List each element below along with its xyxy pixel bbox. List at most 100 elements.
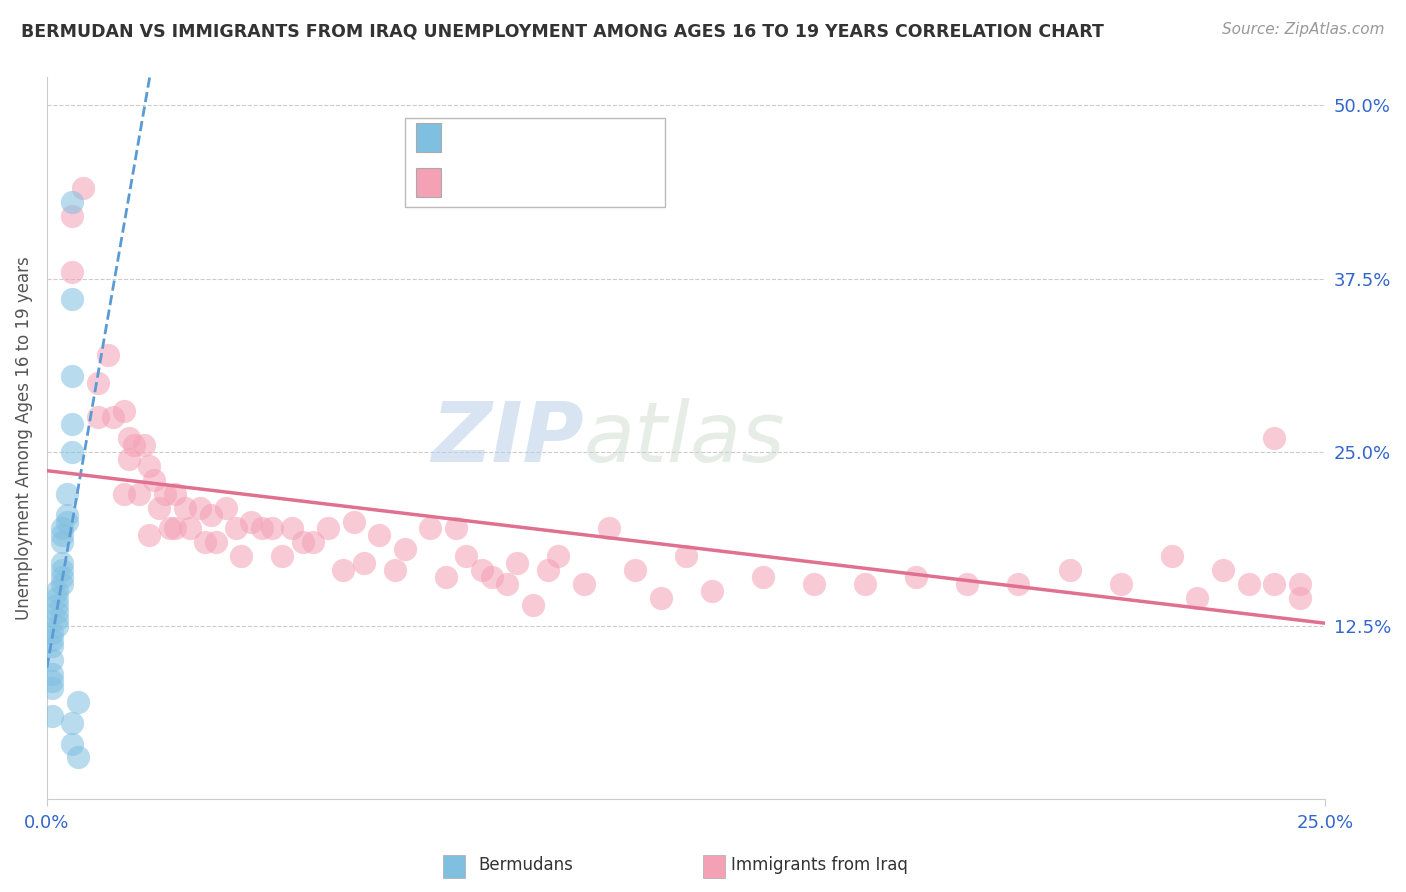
Point [547, 549, 569, 564]
Point [537, 563, 560, 577]
Point [240, 515, 263, 529]
Point [353, 556, 375, 570]
Text: ZIP: ZIP [432, 398, 583, 479]
Text: 0.005: 0.005 [482, 120, 543, 140]
Point [496, 577, 519, 591]
Text: 33: 33 [585, 120, 612, 140]
Point [1109, 577, 1132, 591]
Point [51, 528, 73, 542]
Point [1160, 549, 1182, 564]
Point [470, 563, 492, 577]
Point [174, 500, 197, 515]
Point [301, 535, 323, 549]
Point [291, 535, 314, 549]
Point [159, 521, 181, 535]
Point [163, 521, 186, 535]
Text: N =: N = [553, 120, 592, 139]
Point [281, 521, 304, 535]
Point [1288, 577, 1310, 591]
Point [51, 556, 73, 570]
Point [853, 577, 876, 591]
Point [1288, 591, 1310, 605]
Text: Immigrants from Iraq: Immigrants from Iraq [731, 855, 908, 873]
Point [46, 591, 69, 605]
Point [62, 368, 84, 383]
Point [46, 605, 69, 619]
Point [66, 695, 89, 709]
Point [46, 598, 69, 612]
Point [368, 528, 391, 542]
Point [138, 528, 160, 542]
Text: R =: R = [450, 120, 489, 139]
Point [752, 570, 775, 584]
Text: atlas: atlas [583, 398, 786, 479]
Point [118, 452, 141, 467]
Point [332, 563, 354, 577]
Point [51, 563, 73, 577]
Point [419, 521, 441, 535]
Point [153, 487, 176, 501]
Y-axis label: Unemployment Among Ages 16 to 19 years: Unemployment Among Ages 16 to 19 years [15, 256, 32, 620]
Point [444, 521, 467, 535]
Point [225, 521, 247, 535]
Text: 0.174: 0.174 [482, 165, 544, 185]
Point [231, 549, 253, 564]
Point [51, 535, 73, 549]
Point [956, 577, 979, 591]
Point [41, 632, 63, 647]
Point [46, 612, 69, 626]
Point [188, 500, 211, 515]
Point [41, 667, 63, 681]
Point [384, 563, 406, 577]
Point [522, 598, 544, 612]
Point [62, 293, 84, 307]
Point [56, 487, 79, 501]
Point [56, 515, 79, 529]
Point [46, 618, 69, 632]
Point [179, 521, 201, 535]
Text: N =: N = [553, 165, 592, 184]
Point [41, 681, 63, 695]
Point [132, 438, 155, 452]
Point [481, 570, 503, 584]
Text: BERMUDAN VS IMMIGRANTS FROM IRAQ UNEMPLOYMENT AMONG AGES 16 TO 19 YEARS CORRELAT: BERMUDAN VS IMMIGRANTS FROM IRAQ UNEMPLO… [21, 22, 1104, 40]
Text: 78: 78 [585, 165, 612, 185]
Point [122, 438, 145, 452]
Text: Source: ZipAtlas.com: Source: ZipAtlas.com [1222, 22, 1385, 37]
Point [143, 473, 166, 487]
Point [112, 487, 135, 501]
Point [905, 570, 928, 584]
Point [1263, 577, 1285, 591]
Point [138, 458, 160, 473]
Point [194, 535, 217, 549]
Point [41, 653, 63, 667]
Point [62, 417, 84, 432]
Point [128, 487, 150, 501]
Point [434, 570, 457, 584]
Point [700, 583, 723, 598]
Point [200, 508, 222, 522]
Point [87, 410, 110, 425]
Point [51, 570, 73, 584]
Point [624, 563, 647, 577]
Point [148, 500, 170, 515]
Point [103, 410, 125, 425]
Point [87, 376, 110, 390]
Point [72, 181, 94, 195]
Point [506, 556, 529, 570]
Point [343, 515, 366, 529]
Point [41, 640, 63, 654]
Point [41, 625, 63, 640]
Point [204, 535, 226, 549]
Point [271, 549, 294, 564]
Point [1059, 563, 1081, 577]
Point [572, 577, 595, 591]
Point [215, 500, 238, 515]
Point [62, 715, 84, 730]
Point [41, 674, 63, 689]
Point [316, 521, 339, 535]
Point [260, 521, 283, 535]
Text: R =: R = [450, 165, 489, 184]
Point [163, 487, 186, 501]
Point [456, 549, 478, 564]
